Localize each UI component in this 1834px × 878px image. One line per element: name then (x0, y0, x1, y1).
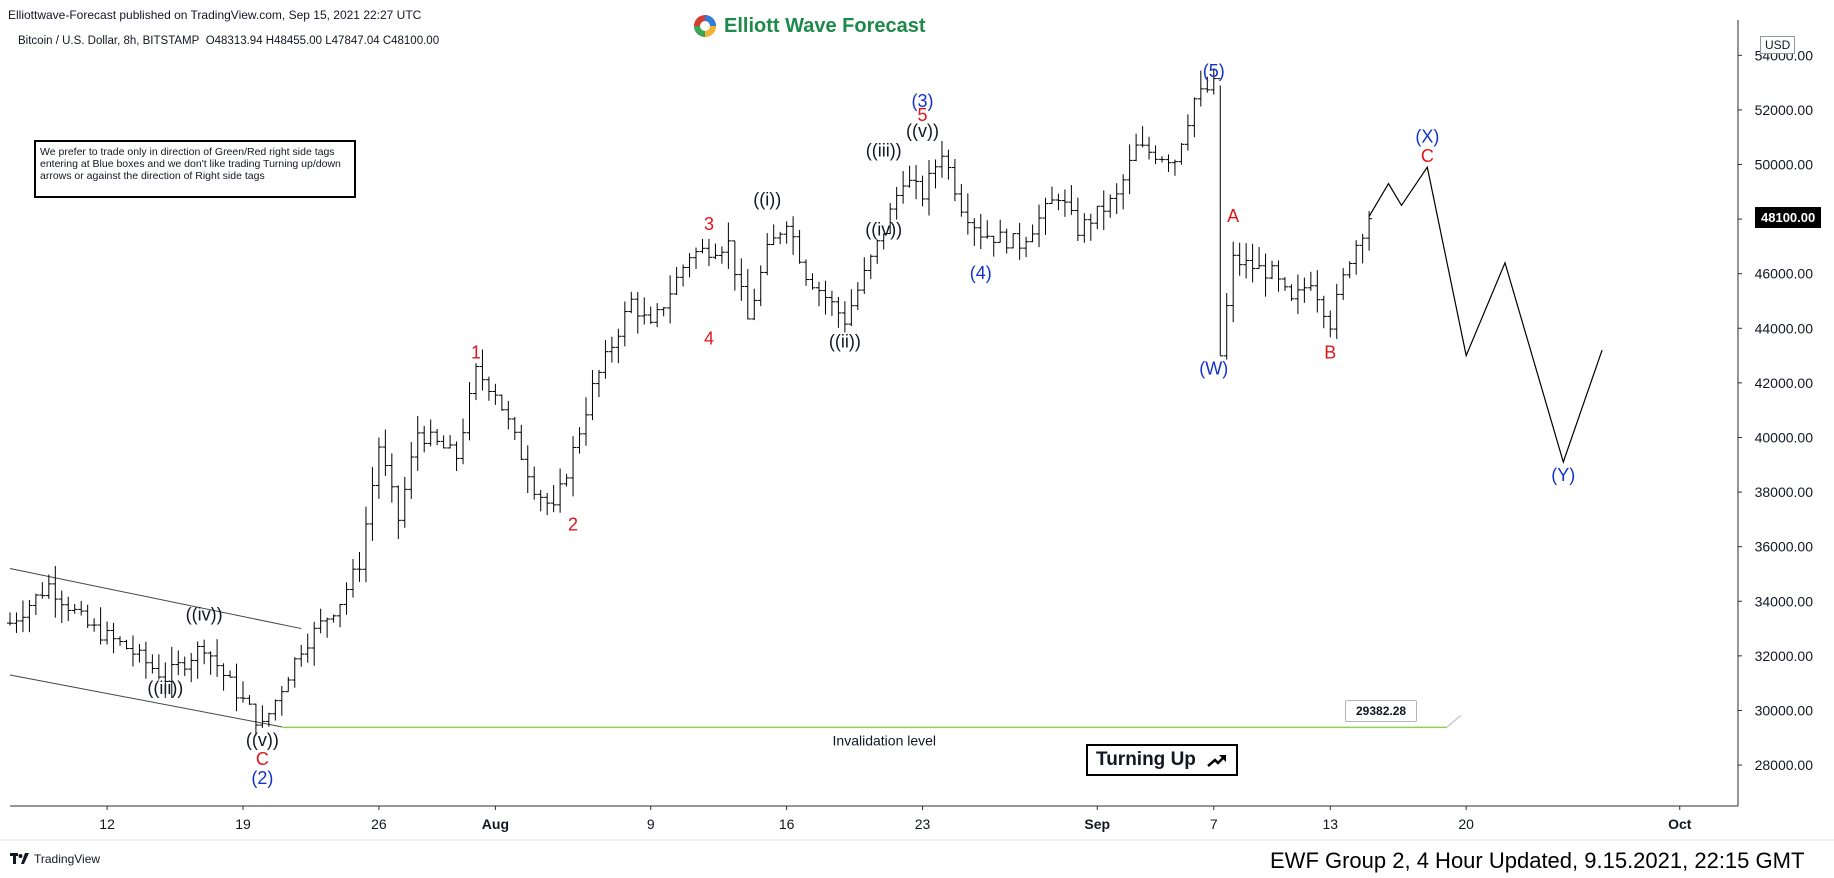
price-axis[interactable]: 28000.00 30000.00 32000.00 34000.00 36000.00… (1738, 47, 1813, 773)
y-tick-label: 36000.00 (1755, 539, 1814, 555)
y-tick-label: 50000.00 (1755, 156, 1814, 172)
wave-label: ((iv)) (865, 219, 902, 239)
elliott-wave-logo-icon (694, 15, 716, 37)
brand-name: Elliott Wave Forecast (724, 14, 926, 37)
chart-frame (0, 20, 1834, 841)
wave-label: B (1324, 342, 1336, 362)
y-tick-label: 34000.00 (1755, 593, 1814, 609)
wave-label: C (1421, 146, 1434, 166)
x-tick-label: 13 (1322, 816, 1338, 832)
x-tick-label: Oct (1668, 816, 1692, 832)
symbol-name: Bitcoin / U.S. Dollar, 8h, BITSTAMP (18, 35, 200, 47)
wave-label: 5 (918, 105, 928, 125)
currency-button[interactable]: USD (1760, 36, 1796, 54)
y-tick-label: 40000.00 (1755, 429, 1814, 445)
y-tick-label: 42000.00 (1755, 375, 1814, 391)
y-tick-label: 28000.00 (1755, 757, 1814, 773)
x-tick-label: 12 (99, 816, 115, 832)
ohlc-values: O48313.94 H48455.00 L47847.04 C48100.00 (205, 35, 440, 47)
wave-label: ((iii)) (866, 140, 902, 160)
x-tick-label: 23 (915, 816, 931, 832)
x-tick-label: 16 (779, 816, 795, 832)
turning-up-label: Turning Up (1096, 749, 1196, 770)
x-tick-label: 20 (1458, 816, 1474, 832)
published-by-text: Elliottwave-Forecast published on Tradin… (8, 8, 422, 22)
invalidation-label: Invalidation level (833, 732, 937, 748)
y-tick-label: 32000.00 (1755, 648, 1814, 664)
wave-label: (2) (251, 768, 273, 788)
wave-label: (W) (1199, 359, 1228, 379)
wave-label: ((iii)) (147, 678, 183, 698)
wave-label: ((ii)) (829, 331, 861, 351)
projection-path (1368, 165, 1603, 464)
wave-label: (Y) (1551, 465, 1575, 485)
projection-line (1368, 165, 1603, 464)
wave-label: 3 (704, 214, 714, 234)
invalidation-line-group: Invalidation level (281, 714, 1462, 748)
wave-label: (5) (1203, 61, 1225, 81)
tradingview-label: TradingView (34, 852, 101, 866)
brand-logo: Elliott Wave Forecast (692, 13, 926, 39)
x-tick-label: 19 (235, 816, 251, 832)
wave-labels: (2)C((v))((iii))((iv))1234((i))((ii))((i… (147, 61, 1575, 788)
wave-label: (X) (1415, 127, 1439, 147)
x-tick-label: 7 (1210, 816, 1218, 832)
x-tick-label: Sep (1084, 816, 1110, 832)
wave-label: ((iv)) (186, 604, 223, 624)
wave-label: 4 (704, 329, 714, 349)
tradingview-icon (10, 853, 29, 864)
tradingview-logo[interactable]: TradingView (10, 852, 100, 866)
wave-label: ((v)) (906, 121, 939, 141)
wave-label: ((v)) (246, 730, 279, 750)
wave-label: C (256, 749, 269, 769)
x-tick-label: Aug (482, 816, 509, 832)
turning-up-box: Turning Up (1086, 744, 1238, 776)
last-price-tag: 48100.00 (1755, 207, 1822, 228)
trading-note-box: We prefer to trade only in direction of … (34, 140, 356, 198)
y-tick-label: 52000.00 (1755, 102, 1814, 118)
channel-line (9, 674, 282, 728)
y-tick-label: 46000.00 (1755, 266, 1814, 282)
price-bars (7, 68, 1373, 736)
update-info: EWF Group 2, 4 Hour Updated, 9.15.2021, … (1270, 848, 1805, 873)
wave-label: 2 (568, 514, 578, 534)
wave-label: 1 (471, 342, 481, 362)
x-tick-label: 26 (371, 816, 387, 832)
time-axis[interactable]: 12 19 26 Aug 9 16 23 Sep 7 13 20 Oct (99, 806, 1692, 832)
symbol-info: Bitcoin / U.S. Dollar, 8h, BITSTAMP O483… (18, 35, 439, 47)
channel-line (9, 568, 302, 630)
arrow-up-right-icon (1207, 755, 1226, 767)
wave-label: A (1227, 206, 1239, 226)
wave-label: (3) (912, 91, 934, 111)
y-tick-label: 44000.00 (1755, 320, 1814, 336)
invalidation-price-callout: 29382.28 (1345, 700, 1418, 722)
channel-lines (9, 568, 302, 728)
y-tick-label: 38000.00 (1755, 484, 1814, 500)
x-tick-label: 9 (647, 816, 655, 832)
y-tick-label: 30000.00 (1755, 702, 1814, 718)
wave-label: ((i)) (753, 189, 781, 209)
wave-label: (4) (970, 263, 992, 283)
callout-pointer (1446, 714, 1462, 728)
